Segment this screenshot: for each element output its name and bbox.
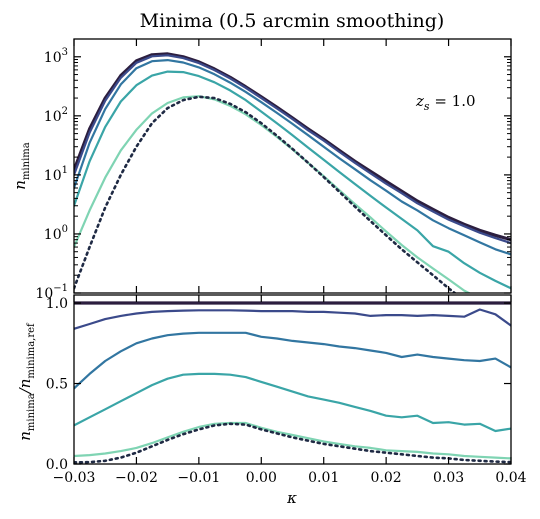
x-tick-label: −0.03 xyxy=(53,470,96,486)
top-y-tick-label: 10−1 xyxy=(35,283,68,302)
top-ylabel-sub: minima xyxy=(21,142,32,180)
bottom-series-line-2 xyxy=(74,331,511,390)
top-series-line-3 xyxy=(74,70,511,290)
annotation-rest: = 1.0 xyxy=(430,92,476,110)
bottom-series-line-5 xyxy=(74,422,511,464)
x-tick-label: −0.02 xyxy=(115,470,158,486)
top-panel: 10−1 100 101 102 103 zs = 1.0 nminima xyxy=(11,38,512,302)
top-series-group xyxy=(74,52,511,293)
top-y-tick-label: 100 xyxy=(44,224,68,243)
bottom-ylabel-mid: /n xyxy=(16,379,34,396)
redshift-annotation: zs = 1.0 xyxy=(415,92,476,113)
bottom-ylabel-sub2: minima,ref xyxy=(26,322,37,379)
top-series-line-2 xyxy=(74,59,511,256)
top-y-tick-label: 103 xyxy=(44,47,68,66)
top-ticks-group: 10−1 100 101 102 103 xyxy=(35,38,512,302)
annotation-sub: s xyxy=(424,100,430,113)
bottom-series-line-3 xyxy=(74,372,511,433)
x-tick-label: 0.01 xyxy=(308,470,339,486)
x-tick-label: 0.00 xyxy=(246,470,277,486)
bottom-ticks-group: −0.03 −0.02 −0.01 0.00 0.01 0.02 0.03 0.04 0.0 0.… xyxy=(46,295,527,486)
x-tick-label: 0.04 xyxy=(495,470,526,486)
x-axis-label: κ xyxy=(286,489,297,507)
bottom-series-group xyxy=(74,301,511,464)
bottom-series-line-1 xyxy=(74,308,511,330)
top-series-line-1 xyxy=(74,54,511,245)
bottom-y-tick-label: 1.0 xyxy=(46,296,68,312)
x-tick-label: −0.01 xyxy=(177,470,220,486)
chart-title: Minima (0.5 arcmin smoothing) xyxy=(140,10,445,32)
bottom-series-line-4 xyxy=(74,421,511,460)
top-panel-frame xyxy=(73,38,512,294)
top-series-line-5 xyxy=(74,95,457,293)
top-y-tick-label: 102 xyxy=(44,106,68,125)
bottom-ylabel-main: n xyxy=(16,431,34,441)
bottom-y-tick-label: 0.0 xyxy=(46,457,68,473)
bottom-ylabel: nminima/nminima,ref xyxy=(16,322,37,441)
annotation-main: z xyxy=(415,92,424,110)
top-ylabel-main: n xyxy=(11,180,29,190)
bottom-ylabel-sub: minima xyxy=(26,393,37,431)
top-series-line-4 xyxy=(74,95,472,293)
x-tick-label: 0.03 xyxy=(433,470,464,486)
bottom-y-tick-label: 0.5 xyxy=(46,377,68,393)
top-series-line-0 xyxy=(74,52,511,242)
top-y-tick-label: 101 xyxy=(44,165,68,184)
bottom-panel: −0.03 −0.02 −0.01 0.00 0.01 0.02 0.03 0.04 0.0 0.… xyxy=(16,294,527,486)
top-ylabel: nminima xyxy=(11,142,32,189)
x-tick-label: 0.02 xyxy=(371,470,402,486)
bottom-panel-frame xyxy=(73,294,512,465)
